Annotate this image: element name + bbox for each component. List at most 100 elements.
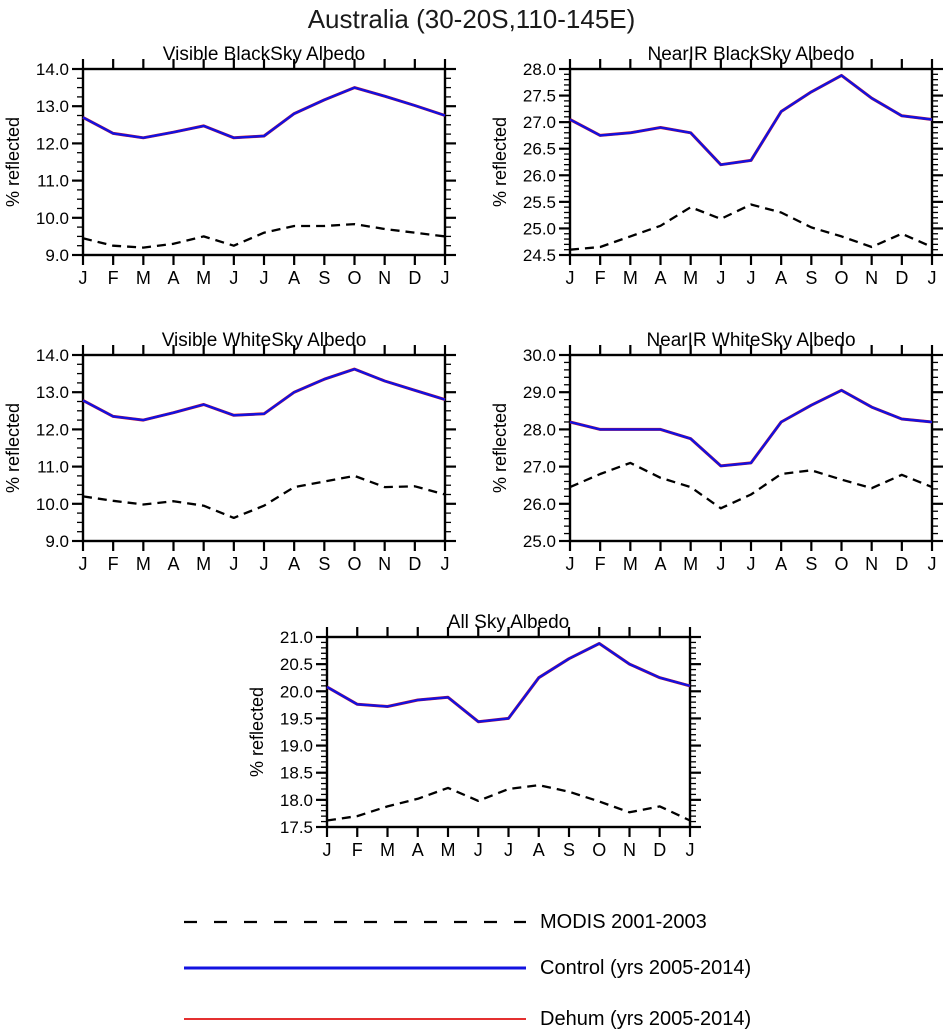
month-label: A [412,840,424,860]
dehum-line-sample [184,1018,526,1020]
axis-minor-ticks [564,361,938,535]
y-tick-label: 11.0 [37,458,69,477]
y-axis-label: % reflected [490,117,510,207]
month-label: J [928,554,937,574]
month-label: J [686,840,695,860]
legend-label-dehum: Dehum (yrs 2005-2014) [540,1007,752,1030]
month-label: N [623,840,636,860]
y-tick-label: 18.5 [280,764,313,783]
month-label: D [653,840,666,860]
y-tick-label: 19.0 [280,737,313,756]
axis-major-ticks [559,59,943,265]
month-label: J [566,554,575,574]
red-line [569,73,933,167]
month-label: A [775,268,787,288]
month-label: A [288,268,300,288]
month-label: J [229,268,238,288]
axis-major-ticks [316,627,701,837]
y-tick-label: 27.5 [523,87,556,106]
legend-item-control: Control (yrs 2005-2014) [183,957,751,979]
month-label: A [654,554,666,574]
month-label: D [895,554,908,574]
y-tick-label: 29.0 [523,383,556,402]
y-tick-label: 10.0 [36,209,69,228]
axis-minor-ticks [77,77,451,247]
y-tick-label: 26.0 [523,166,556,185]
blue-line [82,367,446,422]
legend-label-control: Control (yrs 2005-2014) [540,956,752,979]
month-label: O [347,268,361,288]
page-title: Australia (30-20S,110-145E) [307,4,636,34]
y-tick-label: 24.5 [523,246,556,265]
month-label: O [592,840,606,860]
red-line [326,642,691,724]
month-label: J [79,554,88,574]
month-label: F [108,268,119,288]
y-tick-label: 12.0 [36,134,69,153]
red-line [82,86,446,140]
y-tick-label: 9.0 [45,246,69,265]
month-label: A [288,554,300,574]
y-tick-label: 12.0 [36,420,69,439]
month-label: J [229,554,238,574]
y-tick-label: 27.0 [523,113,556,132]
legend-label-modis: MODIS 2001-2003 [540,910,707,933]
month-label: S [318,268,330,288]
plot-frame [568,67,934,257]
month-label: D [408,554,421,574]
y-tick-label: 21.0 [280,628,313,647]
red-line [569,388,933,468]
month-label: M [380,840,395,860]
month-label: J [716,268,725,288]
month-label: N [378,268,391,288]
month-label: J [260,554,269,574]
modis-line [569,461,933,510]
month-label: A [654,268,666,288]
y-tick-label: 25.0 [523,532,556,551]
y-tick-label: 19.5 [280,709,313,728]
chart-title: NearIR WhiteSky Albedo [646,330,855,351]
month-label: M [196,268,211,288]
y-axis-label: % reflected [247,687,267,777]
month-label: F [352,840,363,860]
blue-line [569,74,933,166]
month-label: M [196,554,211,574]
y-tick-label: 26.5 [523,140,556,159]
month-label: O [347,554,361,574]
modis-line [82,474,446,520]
y-axis-label: % reflected [490,403,510,493]
control-line-sample [184,966,526,970]
y-tick-label: 27.0 [523,458,556,477]
month-label: J [260,268,269,288]
month-label: M [623,268,638,288]
month-label: J [323,840,332,860]
chart-title: NearIR BlackSky Albedo [648,44,855,65]
modis-line-sample [184,920,526,924]
month-label: O [834,268,848,288]
y-tick-label: 26.0 [523,495,556,514]
month-label: F [108,554,119,574]
month-label: J [441,268,450,288]
y-tick-label: 13.0 [36,383,69,402]
y-tick-label: 25.5 [523,193,556,212]
y-tick-label: 18.0 [280,791,313,810]
month-label: O [834,554,848,574]
axis-minor-ticks [77,363,451,533]
y-tick-label: 28.0 [523,420,556,439]
month-label: F [595,268,606,288]
month-label: M [683,268,698,288]
y-tick-label: 14.0 [36,346,69,365]
month-label: S [805,554,817,574]
axis-major-ticks [559,345,943,551]
axis-minor-ticks [321,641,696,823]
modis-line [569,203,933,251]
month-label: S [563,840,575,860]
month-label: J [474,840,483,860]
month-label: J [504,840,513,860]
